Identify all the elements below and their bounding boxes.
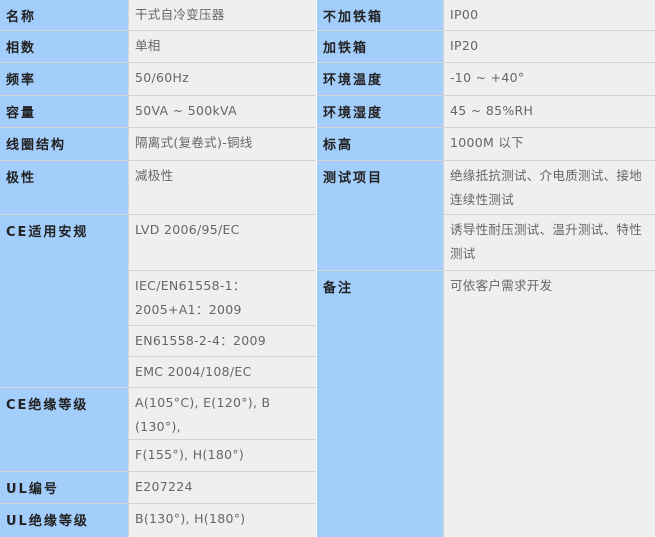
- spec-value: 减极性: [129, 161, 316, 214]
- spec-label: CE适用安规: [0, 215, 128, 387]
- spec-label: 容量: [0, 96, 128, 127]
- spec-value: 诱导性耐压测试、温升测试、特性测试: [444, 215, 655, 270]
- spec-label: 名称: [0, 0, 128, 30]
- spec-table-left: 名称 干式自冷变压器 相数 单相 频率 50/60Hz 容量 50VA ~ 500kVA 线圈结…: [0, 0, 316, 537]
- spec-label: 线圈结构: [0, 128, 128, 160]
- spec-value: EMC 2004/108/EC: [129, 357, 316, 387]
- spec-label: 加铁箱: [317, 31, 443, 62]
- spec-value: 隔离式(复卷式)-铜线: [129, 128, 316, 160]
- spec-label: UL绝缘等级: [0, 504, 128, 537]
- spec-value: -10 ~ +40°: [444, 63, 655, 95]
- spec-value: 单相: [129, 31, 316, 62]
- spec-value: IP00: [444, 0, 655, 30]
- spec-label: 备注: [317, 271, 443, 537]
- spec-value: IP20: [444, 31, 655, 62]
- spec-value: E207224: [129, 472, 316, 503]
- spec-label: 环境温度: [317, 63, 443, 95]
- spec-label: 不加铁箱: [317, 0, 443, 30]
- spec-label: 极性: [0, 161, 128, 214]
- spec-value: 45 ~ 85%RH: [444, 96, 655, 127]
- spec-label: 标高: [317, 128, 443, 160]
- spec-value: EN61558-2-4：2009: [129, 326, 316, 356]
- spec-value: 1000M 以下: [444, 128, 655, 160]
- spec-value: 可依客户需求开发: [444, 271, 655, 537]
- spec-label: 测试项目: [317, 161, 443, 270]
- spec-value: F(155°), H(180°): [129, 440, 316, 471]
- spec-value: B(130°), H(180°): [129, 504, 316, 537]
- spec-value: LVD 2006/95/EC: [129, 215, 316, 270]
- spec-value: IEC/EN61558-1：2005+A1：2009: [129, 271, 316, 325]
- spec-label: CE绝缘等级: [0, 388, 128, 471]
- spec-label: 频率: [0, 63, 128, 95]
- spec-value: 绝缘抵抗测试、介电质测试、接地连续性测试: [444, 161, 655, 214]
- spec-label: UL编号: [0, 472, 128, 503]
- spec-value: 干式自冷变压器: [129, 0, 316, 30]
- spec-value: 50/60Hz: [129, 63, 316, 95]
- spec-table-right: 不加铁箱 IP00 加铁箱 IP20 环境温度 -10 ~ +40° 环境湿度 45 ~ 85…: [317, 0, 655, 537]
- spec-label: 环境湿度: [317, 96, 443, 127]
- spec-value: A(105°C), E(120°), B (130°),: [129, 388, 316, 439]
- spec-value: 50VA ~ 500kVA: [129, 96, 316, 127]
- spec-label: 相数: [0, 31, 128, 62]
